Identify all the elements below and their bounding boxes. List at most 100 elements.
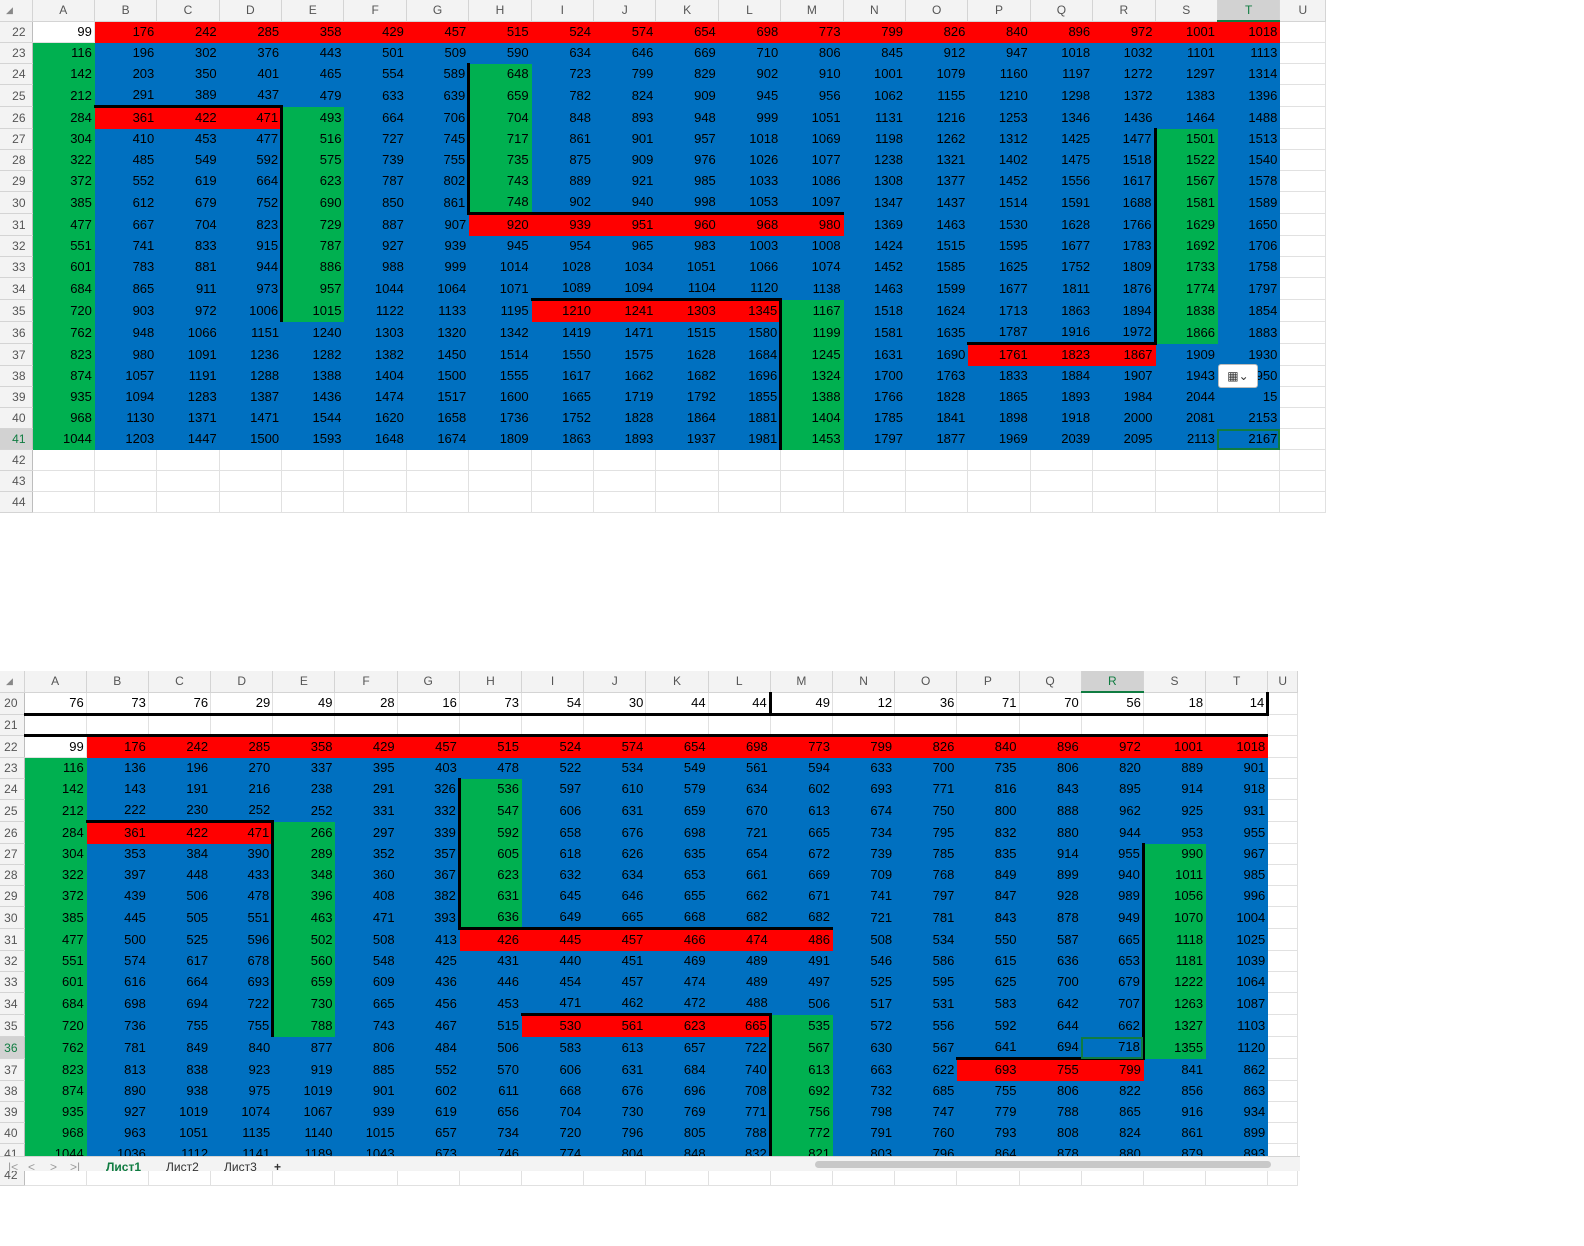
cell-i36[interactable]: 1419 bbox=[531, 321, 595, 344]
cell-q30[interactable]: 878 bbox=[1019, 906, 1082, 929]
cell-p40[interactable]: 1898 bbox=[967, 407, 1031, 429]
cell-c28[interactable]: 448 bbox=[148, 864, 212, 886]
cell-g28[interactable]: 755 bbox=[406, 149, 471, 171]
cell-l33[interactable]: 1066 bbox=[718, 256, 782, 278]
cell-o22[interactable]: 826 bbox=[905, 21, 969, 43]
cell-s31[interactable]: 1118 bbox=[1143, 928, 1207, 951]
cell-o39[interactable]: 1828 bbox=[905, 386, 969, 408]
cell-f40[interactable]: 1620 bbox=[343, 407, 407, 429]
cell-c31[interactable]: 525 bbox=[148, 928, 212, 951]
cell-l44[interactable] bbox=[718, 491, 782, 513]
cell-j24[interactable]: 799 bbox=[593, 63, 657, 85]
cell-t29[interactable]: 996 bbox=[1205, 885, 1269, 907]
cell-l36[interactable]: 1580 bbox=[718, 321, 783, 344]
cell-q27[interactable]: 914 bbox=[1019, 843, 1082, 865]
cell-h24[interactable]: 536 bbox=[459, 778, 523, 800]
cell-m22[interactable]: 773 bbox=[770, 734, 833, 758]
cell-h32[interactable]: 945 bbox=[468, 235, 532, 257]
cell-e25[interactable]: 479 bbox=[281, 84, 345, 107]
cell-u39[interactable] bbox=[1267, 1101, 1299, 1123]
cell-d38[interactable]: 1288 bbox=[219, 365, 283, 387]
column-header-l[interactable]: L bbox=[708, 671, 771, 693]
cell-m40[interactable]: 772 bbox=[770, 1122, 833, 1144]
cell-r36[interactable]: 718 bbox=[1081, 1036, 1145, 1060]
cell-m29[interactable]: 1086 bbox=[780, 170, 844, 192]
cell-p24[interactable]: 1160 bbox=[967, 63, 1031, 85]
cell-f30[interactable]: 471 bbox=[334, 906, 398, 929]
cell-o26[interactable]: 795 bbox=[894, 821, 958, 844]
row-header[interactable]: 33 bbox=[0, 971, 25, 993]
cell-s35[interactable]: 1838 bbox=[1155, 299, 1218, 322]
cell-b36[interactable]: 948 bbox=[94, 321, 158, 344]
cell-r40[interactable]: 824 bbox=[1081, 1122, 1144, 1144]
cell-r26[interactable]: 944 bbox=[1081, 821, 1144, 844]
cell-d41[interactable]: 1500 bbox=[219, 428, 283, 450]
cell-j38[interactable]: 1662 bbox=[593, 365, 657, 387]
cell-r24[interactable]: 1272 bbox=[1092, 63, 1156, 85]
cell-g39[interactable]: 619 bbox=[397, 1101, 460, 1123]
cell-p25[interactable]: 1210 bbox=[967, 84, 1031, 107]
cell-q25[interactable]: 888 bbox=[1019, 799, 1082, 822]
cell-s34[interactable]: 1774 bbox=[1155, 277, 1218, 300]
cell-p39[interactable]: 1865 bbox=[967, 386, 1031, 408]
cell-o32[interactable]: 586 bbox=[894, 950, 958, 972]
cell-k29[interactable]: 985 bbox=[655, 170, 719, 192]
cell-l40[interactable]: 788 bbox=[708, 1122, 772, 1144]
cell-m31[interactable]: 980 bbox=[780, 213, 844, 236]
cell-g29[interactable]: 382 bbox=[397, 885, 461, 907]
row-header[interactable]: 43 bbox=[0, 470, 33, 492]
cell-o38[interactable]: 1763 bbox=[905, 365, 969, 387]
cell-q34[interactable]: 1811 bbox=[1030, 277, 1094, 300]
cell-r32[interactable]: 1783 bbox=[1092, 235, 1157, 257]
cell-m44[interactable] bbox=[780, 491, 844, 513]
cell-f26[interactable]: 297 bbox=[334, 821, 398, 844]
cell-c31[interactable]: 704 bbox=[156, 213, 220, 236]
cell-a30[interactable]: 385 bbox=[24, 906, 87, 929]
cell-a40[interactable]: 968 bbox=[24, 1122, 87, 1144]
cell-k30[interactable]: 998 bbox=[655, 191, 719, 215]
cell-b34[interactable]: 698 bbox=[86, 992, 149, 1015]
cell-k23[interactable]: 669 bbox=[655, 42, 719, 64]
cell-b39[interactable]: 927 bbox=[86, 1101, 149, 1123]
cell-j23[interactable]: 534 bbox=[583, 757, 647, 779]
cell-k35[interactable]: 623 bbox=[645, 1013, 709, 1037]
column-header-g[interactable]: G bbox=[397, 671, 460, 693]
cell-u40[interactable] bbox=[1267, 1122, 1299, 1144]
cell-f28[interactable]: 360 bbox=[334, 864, 398, 886]
column-header-k[interactable]: K bbox=[655, 0, 719, 22]
cell-m31[interactable]: 486 bbox=[770, 928, 833, 951]
cell-q34[interactable]: 642 bbox=[1019, 992, 1082, 1015]
cell-t30[interactable]: 1004 bbox=[1205, 906, 1269, 929]
cell-p26[interactable]: 1253 bbox=[967, 106, 1031, 129]
cell-p29[interactable]: 847 bbox=[956, 885, 1020, 907]
cell-p26[interactable]: 832 bbox=[956, 821, 1020, 844]
cell-k28[interactable]: 653 bbox=[645, 864, 709, 886]
cell-g34[interactable]: 1064 bbox=[406, 277, 470, 300]
row-header[interactable]: 40 bbox=[0, 407, 33, 429]
cell-d29[interactable]: 664 bbox=[219, 170, 284, 192]
cell-k22[interactable]: 654 bbox=[655, 21, 719, 43]
cell-a22[interactable]: 99 bbox=[24, 734, 87, 758]
cell-l24[interactable]: 902 bbox=[718, 63, 782, 85]
cell-l37[interactable]: 1684 bbox=[718, 343, 783, 366]
cell-d34[interactable]: 973 bbox=[219, 277, 284, 300]
row-header[interactable]: 26 bbox=[0, 106, 33, 129]
cell-table-top[interactable]: ◢ A B C D E F G H I J K L M N O P Q R S T U 22 99 176 242 285 358 42… bbox=[0, 0, 1327, 513]
cell-p23[interactable]: 947 bbox=[967, 42, 1031, 64]
cell-n37[interactable]: 663 bbox=[832, 1058, 896, 1081]
column-header-c[interactable]: C bbox=[156, 0, 220, 22]
cell-s40[interactable]: 861 bbox=[1143, 1122, 1207, 1144]
cell-b32[interactable]: 741 bbox=[94, 235, 158, 257]
cell-k26[interactable]: 698 bbox=[645, 821, 709, 844]
cell-e31[interactable]: 502 bbox=[272, 928, 336, 951]
cell-l27[interactable]: 654 bbox=[708, 843, 771, 865]
cell-l26[interactable]: 999 bbox=[718, 106, 782, 129]
cell-c37[interactable]: 1091 bbox=[156, 343, 220, 366]
cell-p36[interactable]: 1787 bbox=[967, 321, 1031, 345]
cell-f22[interactable]: 429 bbox=[343, 21, 407, 43]
cell-d32[interactable]: 915 bbox=[219, 235, 284, 257]
cell-p41[interactable]: 1969 bbox=[967, 428, 1031, 450]
row-header[interactable]: 34 bbox=[0, 992, 25, 1015]
cell-p36[interactable]: 641 bbox=[956, 1036, 1020, 1060]
cell-f28[interactable]: 739 bbox=[343, 149, 407, 171]
